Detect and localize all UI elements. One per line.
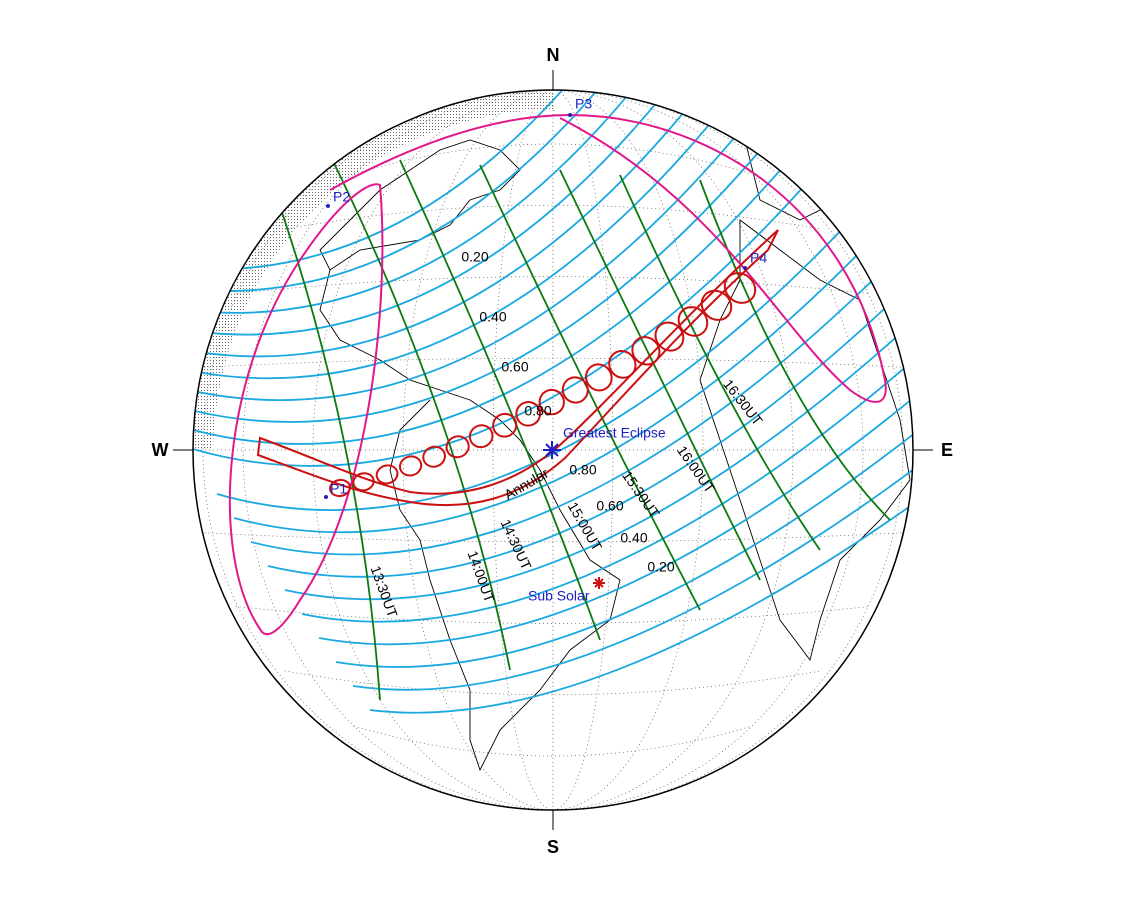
- umbra-shadow: [492, 412, 518, 438]
- magnitude-label: 0.60: [501, 359, 528, 375]
- magnitude-curve: [267, 295, 899, 578]
- time-label: 16:30UT: [720, 376, 766, 429]
- time-label: 15:30UT: [619, 468, 663, 522]
- umbra-shadow: [700, 289, 733, 321]
- umbra-shadow: [375, 464, 399, 485]
- compass-south: S: [547, 837, 559, 857]
- magnitude-label: 0.20: [461, 249, 488, 265]
- time-curve: [329, 154, 511, 671]
- sub-solar-label: Sub Solar: [528, 588, 590, 604]
- parallel: [353, 725, 753, 757]
- magnitude-curve: [250, 271, 882, 556]
- magnitude-label: 0.20: [647, 559, 674, 575]
- magnitude-curve: [216, 223, 848, 511]
- time-curve: [559, 169, 761, 581]
- magnitude-curve: [369, 439, 913, 714]
- contact-point: P2: [333, 189, 350, 205]
- contact-point: P4: [750, 250, 767, 266]
- magnitude-curve: [193, 151, 797, 445]
- umbra-shadow: [398, 455, 423, 477]
- magnitude-curve: [193, 127, 780, 423]
- magnitude-curve: [193, 103, 763, 401]
- parallel: [284, 204, 822, 230]
- meridian: [202, 90, 904, 810]
- compass-ticks: [173, 70, 933, 830]
- magnitude-curve: [284, 319, 913, 601]
- contact-point: P3: [575, 96, 592, 112]
- magnitude-label: 0.80: [569, 462, 596, 478]
- compass-north: N: [547, 45, 560, 65]
- magnitude-curve: [193, 90, 661, 271]
- time-curve: [699, 179, 891, 521]
- umbra-shadow: [561, 376, 589, 404]
- time-curve: [479, 164, 701, 611]
- meridian: [402, 90, 704, 810]
- umbra-shadow: [631, 336, 661, 366]
- night-shade: [193, 90, 553, 450]
- umbra-shadow: [352, 472, 375, 492]
- greatest-eclipse-marker: [543, 441, 561, 459]
- parallel: [204, 532, 902, 543]
- parallel: [284, 670, 822, 696]
- time-curve: [619, 174, 821, 551]
- magnitude-curve: [193, 90, 712, 336]
- magnitude-curve: [193, 90, 695, 314]
- parallel: [204, 357, 902, 368]
- umbra-shadow: [422, 445, 446, 468]
- umbra-shadow: [654, 321, 685, 352]
- umbra-shadow: [723, 272, 757, 304]
- contact-point: P1: [330, 481, 347, 497]
- compass-east: E: [941, 440, 953, 460]
- umbra-shadow: [468, 424, 494, 449]
- magnitude-curve: [318, 367, 913, 646]
- penumbra-limits: [228, 113, 887, 635]
- magnitude-curve: [352, 415, 913, 691]
- umbra-shadow: [608, 350, 637, 379]
- contact-points: [324, 113, 747, 499]
- annular-path: [256, 229, 779, 507]
- umbra-shadow: [585, 363, 613, 392]
- parallel: [235, 276, 871, 294]
- umbra-shadow: [329, 478, 351, 498]
- magnitude-label: 0.80: [524, 403, 551, 419]
- umbra-shadow: [445, 435, 470, 459]
- parallel: [353, 143, 753, 175]
- magnitude-curve: [301, 343, 913, 623]
- time-curves: [259, 149, 891, 701]
- greatest-eclipse-label: Greatest Eclipse: [563, 425, 666, 441]
- magnitude-label: 0.40: [479, 309, 506, 325]
- compass-west: W: [152, 440, 169, 460]
- magnitude-curve: [335, 391, 913, 668]
- sub-solar-marker: [593, 577, 605, 589]
- umbra-shadow: [538, 388, 565, 416]
- umbra-shadow: [677, 306, 709, 337]
- time-curve: [259, 149, 381, 701]
- meridian: [242, 90, 864, 810]
- magnitude-label: 0.40: [620, 530, 647, 546]
- time-curve: [399, 159, 601, 641]
- umbra-shadow: [515, 401, 542, 427]
- magnitude-label: 0.60: [596, 498, 623, 514]
